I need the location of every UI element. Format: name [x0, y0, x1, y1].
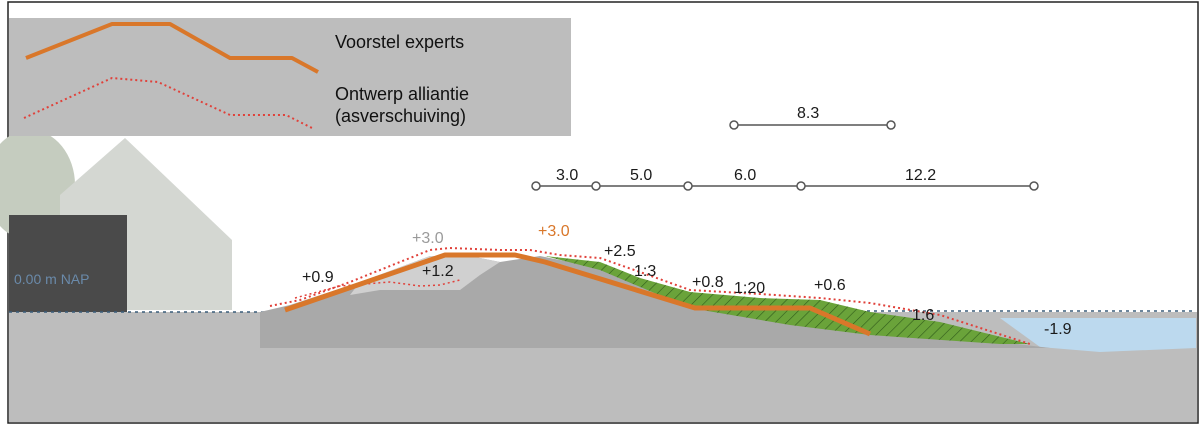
elev-slope-1-20: 1:20 — [734, 280, 765, 297]
alliance-inner-line — [294, 279, 461, 299]
expert-proposal-line — [284, 252, 871, 337]
elev-mid-berm: +0.8 — [692, 274, 724, 291]
legend-background — [9, 18, 571, 136]
building — [9, 215, 127, 312]
building-label: 0.00 m NAP — [14, 271, 89, 287]
elev-upper-berm: +2.5 — [604, 243, 636, 260]
legend-label-experts: Voorstel experts — [335, 32, 464, 52]
elev-water: -1.9 — [1044, 321, 1072, 338]
dim-8-3: 8.3 — [797, 105, 819, 122]
old-dike-top — [350, 256, 500, 295]
legend: Voorstel experts Ontwerp alliantie (asve… — [9, 18, 571, 136]
elev-lower-berm: +0.6 — [814, 277, 846, 294]
legend-label-alliance: Ontwerp alliantie — [335, 84, 469, 104]
elev-slope-1-3: 1:3 — [634, 263, 656, 280]
elev-left-toe: +0.9 — [302, 269, 334, 286]
elev-slope-1-6: 1:6 — [912, 307, 934, 324]
dimension-bottom: 3.0 5.0 6.0 12.2 — [531, 167, 1039, 191]
dim-6-0: 6.0 — [734, 167, 756, 184]
elev-crest-grey: +3.0 — [412, 230, 444, 247]
water-body — [1000, 318, 1196, 352]
dim-3-0: 3.0 — [556, 167, 578, 184]
dim-12-2: 12.2 — [905, 167, 936, 184]
alliance-design-line — [269, 246, 1031, 345]
legend-solid-line-icon — [25, 22, 319, 74]
elev-left-slope: +1.2 — [422, 263, 454, 280]
legend-label-alliance-sub: (asverschuiving) — [335, 106, 466, 126]
dim-5-0: 5.0 — [630, 167, 652, 184]
elev-crest-orange: +3.0 — [538, 223, 570, 240]
dimension-top: 8.3 — [729, 105, 896, 130]
tree-shape — [0, 130, 75, 240]
vegetation-hatch — [545, 256, 1030, 344]
legend-dotted-line-icon — [23, 76, 313, 129]
